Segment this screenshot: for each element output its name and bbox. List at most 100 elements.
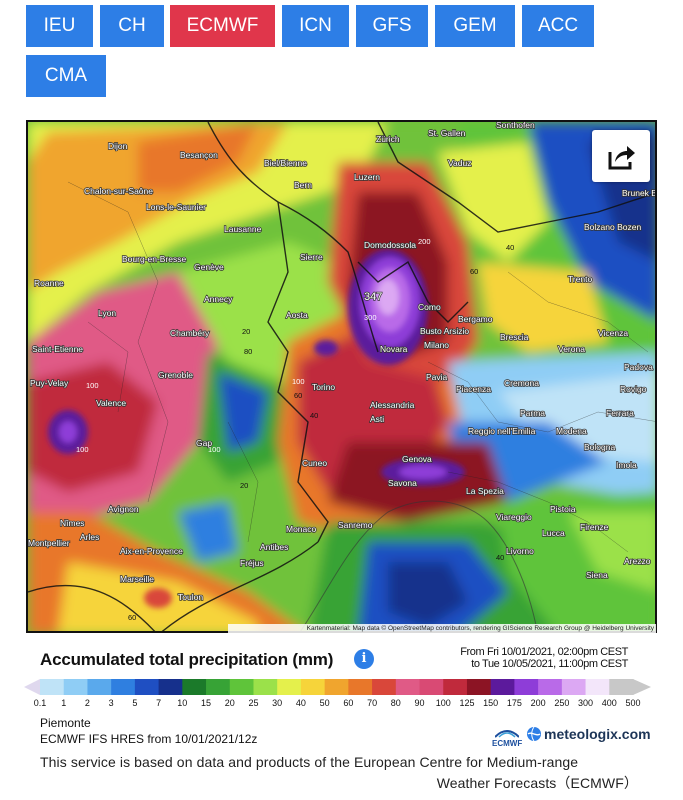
city-label: Besançon: [180, 150, 218, 160]
scale-swatch: [490, 679, 515, 695]
city-label: Bourg-en-Bresse: [122, 254, 187, 264]
city-label: Bergamo: [458, 314, 493, 324]
forecast-period: From Fri 10/01/2021, 02:00pm CEST to Tue…: [400, 646, 628, 670]
city-label: Zürich: [376, 134, 400, 144]
city-label: Aix-en-Provence: [120, 546, 183, 556]
share-arrow-icon: [608, 146, 635, 170]
city-label: Montpellier: [28, 538, 70, 548]
contour-label: 40: [310, 411, 318, 420]
scale-arrow-right: [633, 679, 651, 695]
city-label: Novara: [380, 344, 408, 354]
city-label: Trento: [568, 274, 593, 284]
city-label: Lons-le-Saunier: [146, 202, 206, 212]
scale-tick-label: 25: [248, 698, 259, 708]
scale-swatch: [443, 679, 468, 695]
scale-swatch: [253, 679, 278, 695]
contour-label: 300: [364, 313, 377, 322]
city-label: Asti: [370, 414, 384, 424]
city-label: Pavia: [426, 372, 448, 382]
city-label: Arezzo: [624, 556, 651, 566]
city-label: Ferrara: [606, 408, 634, 418]
scale-swatch: [277, 679, 302, 695]
city-label: Avignon: [108, 504, 139, 514]
scale-tick-label: 50: [319, 698, 330, 708]
region-name: Piemonte: [40, 716, 91, 730]
city-label: Chalon-sur-Saône: [84, 186, 153, 196]
scale-swatch: [158, 679, 183, 695]
city-label: Cuneo: [302, 458, 327, 468]
tab-gfs[interactable]: GFS: [356, 5, 428, 47]
meteologix-logo-text: meteologix.com: [544, 726, 651, 742]
city-label: Lyon: [98, 308, 116, 318]
city-label: Luzern: [354, 172, 380, 182]
meteologix-globe-icon: [527, 726, 541, 742]
tab-ieu[interactable]: IEU: [26, 5, 93, 47]
scale-swatch: [300, 679, 326, 695]
city-label: Gap: [196, 438, 212, 448]
scale-swatch: [348, 679, 373, 695]
legend-title: Accumulated total precipitation (mm): [40, 650, 334, 669]
city-labels: Dijon Besançon St. Gallen Sonthofen Züri…: [28, 122, 657, 603]
service-notice: This service is based on data and produc…: [40, 752, 640, 794]
tab-cma[interactable]: CMA: [26, 55, 106, 97]
contour-label: 20: [240, 481, 248, 490]
city-label: Padova: [624, 362, 653, 372]
scale-swatch: [538, 679, 563, 695]
scale-tick-label: 60: [343, 698, 354, 708]
contour-label: 40: [506, 243, 514, 252]
city-label: Imola: [616, 460, 637, 470]
city-label: Parma: [520, 408, 545, 418]
city-label: Genova: [402, 454, 432, 464]
city-label: Annecy: [204, 294, 233, 304]
scale-swatch: [372, 679, 397, 695]
scale-swatch: [395, 679, 421, 695]
tab-ch[interactable]: CH: [100, 5, 164, 47]
scale-tick-label: 10: [177, 698, 188, 708]
city-label: Saint-Etienne: [32, 344, 83, 354]
scale-tick-label: 200: [530, 698, 546, 708]
scale-swatch: [206, 679, 231, 695]
city-label: Roanne: [34, 278, 64, 288]
info-icon[interactable]: i: [354, 649, 374, 669]
scale-tick-label: 7: [156, 698, 162, 708]
city-label: Sonthofen: [496, 122, 535, 130]
scale-tick-label: 40: [295, 698, 306, 708]
city-label: Fréjus: [240, 558, 264, 568]
contour-value-labels: 347 300 200 100 100 100 100 60 60 80 40 …: [76, 237, 514, 622]
ecmwf-logo-text: ECMWF: [492, 739, 523, 748]
scale-tick-label: 300: [578, 698, 594, 708]
scale-tick-label: 3: [108, 698, 114, 708]
tab-icn[interactable]: ICN: [282, 5, 349, 47]
precipitation-map[interactable]: Dijon Besançon St. Gallen Sonthofen Züri…: [26, 120, 657, 633]
scale-tick-label: 1: [61, 698, 67, 708]
city-label: Viareggio: [496, 512, 532, 522]
city-label: Vaduz: [448, 158, 471, 168]
city-label: Bolzano Bozen: [584, 222, 641, 232]
scale-tick-label: 80: [390, 698, 401, 708]
city-label: Brunek Bruni: [622, 188, 657, 198]
city-label: Valence: [96, 398, 126, 408]
contour-label: 80: [244, 347, 252, 356]
scale-swatch: [134, 679, 160, 695]
city-label: Rovigo: [620, 384, 647, 394]
scale-tick-label: 175: [506, 698, 522, 708]
tab-gem[interactable]: GEM: [435, 5, 515, 47]
city-label: Busto Arsizio: [420, 326, 469, 336]
share-button[interactable]: [592, 130, 650, 182]
scale-tick-label: 5: [132, 698, 138, 708]
city-label: Firenze: [580, 522, 609, 532]
tab-acc[interactable]: ACC: [522, 5, 594, 47]
color-scale-ticks: 0.1 1 2 3 5 7 10 15 20 25 30 40 50 60 70 80 90 100 125 150 1…: [0, 698, 683, 712]
service-notice-line2: Weather Forecasts（ECMWF）: [436, 775, 638, 791]
scale-swatch: [585, 679, 610, 695]
scale-tick-label: 250: [554, 698, 570, 708]
scale-swatch: [40, 679, 65, 695]
ecmwf-logo: ECMWF: [492, 728, 522, 748]
scale-tick-label: 2: [84, 698, 90, 708]
contour-label: 20: [242, 327, 250, 336]
scale-tick-label: 500: [625, 698, 641, 708]
city-label: Milano: [424, 340, 449, 350]
tab-ecmwf[interactable]: ECMWF: [170, 5, 275, 47]
contour-label: 60: [470, 267, 478, 276]
city-label: Cremona: [504, 378, 539, 388]
